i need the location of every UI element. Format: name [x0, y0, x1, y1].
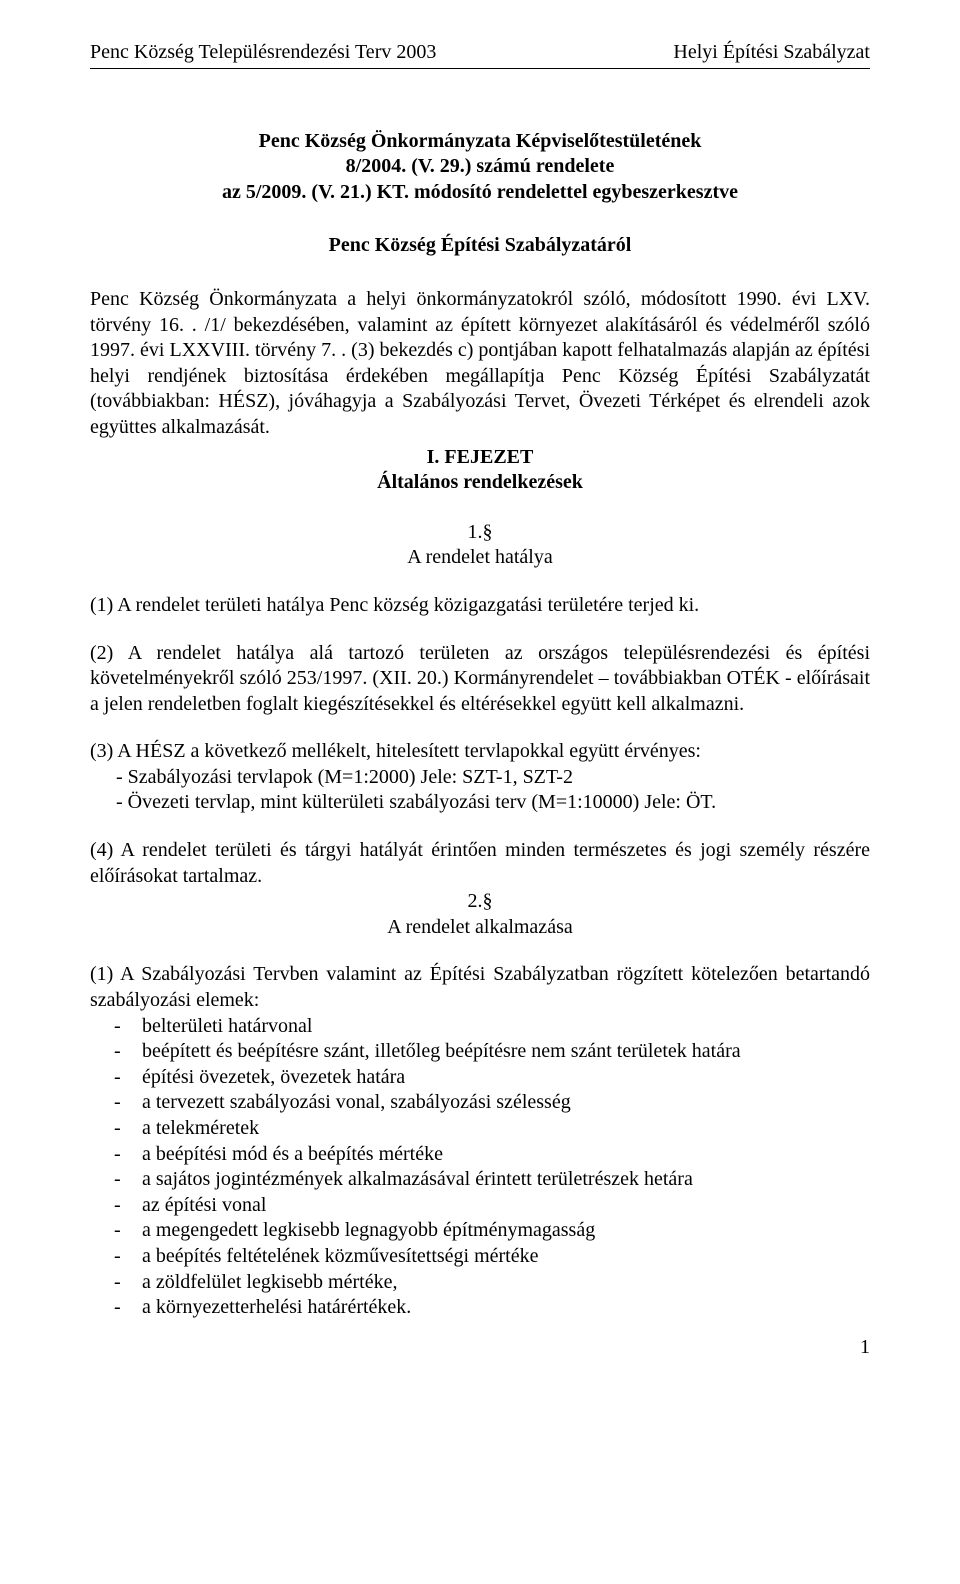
header-right: Helyi Építési Szabályzat [673, 40, 870, 66]
header-left: Penc Község Településrendezési Terv 2003 [90, 40, 436, 66]
section-1-para-4: (4) A rendelet területi és tárgyi hatály… [90, 838, 870, 889]
section-1-title: A rendelet hatálya [90, 545, 870, 571]
list-item: a sajátos jogintézmények alkalmazásával … [142, 1167, 870, 1193]
list-item: a beépítési mód és a beépítés mértéke [142, 1142, 870, 1168]
chapter-title: Általános rendelkezések [90, 470, 870, 496]
page-number: 1 [90, 1335, 870, 1361]
section-1-para-2: (2) A rendelet hatálya alá tartozó terül… [90, 641, 870, 718]
list-item: a környezetterhelési határértékek. [142, 1295, 870, 1321]
section-2-list: belterületi határvonal beépített és beép… [90, 1014, 870, 1321]
section-1-para-3-item-1: - Szabályozási tervlapok (M=1:2000) Jele… [90, 765, 870, 791]
preamble-paragraph: Penc Község Önkormányzata a helyi önkorm… [90, 287, 870, 441]
list-item: a megengedett legkisebb legnagyobb építm… [142, 1218, 870, 1244]
list-item: a telekméretek [142, 1116, 870, 1142]
section-1-para-3: (3) A HÉSZ a következő mellékelt, hitele… [90, 739, 870, 816]
document-subtitle: Penc Község Építési Szabályzatáról [90, 233, 870, 259]
chapter-heading: I. FEJEZET Általános rendelkezések [90, 445, 870, 496]
title-line-1: Penc Község Önkormányzata Képviselőtestü… [90, 129, 870, 155]
list-item: a zöldfelület legkisebb mértéke, [142, 1270, 870, 1296]
section-1-para-3-item-2: - Övezeti tervlap, mint külterületi szab… [90, 790, 870, 816]
list-item: beépített és beépítésre szánt, illetőleg… [142, 1039, 870, 1065]
list-item: a beépítés feltételének közművesítettség… [142, 1244, 870, 1270]
section-2-title: A rendelet alkalmazása [90, 915, 870, 941]
title-line-2: 8/2004. (V. 29.) számú rendelete [90, 154, 870, 180]
list-item: a tervezett szabályozási vonal, szabályo… [142, 1090, 870, 1116]
title-line-3: az 5/2009. (V. 21.) KT. módosító rendele… [90, 180, 870, 206]
list-item: belterületi határvonal [142, 1014, 870, 1040]
list-item: építési övezetek, övezetek határa [142, 1065, 870, 1091]
section-2-number: 2.§ [90, 889, 870, 915]
section-1-para-3-lead: (3) A HÉSZ a következő mellékelt, hitele… [90, 739, 870, 765]
document-title: Penc Község Önkormányzata Képviselőtestü… [90, 129, 870, 206]
section-1-para-1: (1) A rendelet területi hatálya Penc köz… [90, 593, 870, 619]
section-1-number: 1.§ [90, 520, 870, 546]
list-item: az építési vonal [142, 1193, 870, 1219]
page-header: Penc Község Településrendezési Terv 2003… [90, 40, 870, 69]
chapter-number: I. FEJEZET [90, 445, 870, 471]
section-2-para-1-lead: (1) A Szabályozási Tervben valamint az É… [90, 962, 870, 1013]
